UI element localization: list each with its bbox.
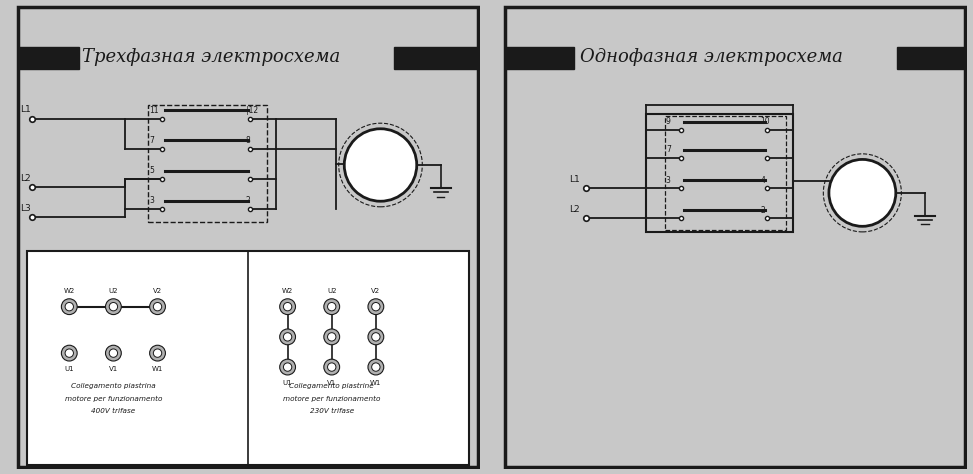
Text: W1: W1: [152, 366, 163, 372]
Text: W2: W2: [63, 288, 75, 294]
Text: 4: 4: [760, 175, 765, 184]
Bar: [148, 105, 267, 222]
Text: U1: U1: [283, 380, 293, 386]
Text: L3: L3: [19, 204, 30, 213]
Circle shape: [324, 329, 340, 345]
Circle shape: [154, 302, 162, 311]
Circle shape: [344, 129, 416, 201]
Circle shape: [372, 363, 380, 371]
Circle shape: [109, 349, 118, 357]
Text: 7: 7: [150, 136, 155, 145]
Text: 3: 3: [666, 175, 670, 184]
Text: U2: U2: [327, 288, 337, 294]
Text: M: M: [370, 147, 391, 165]
Text: V1: V1: [109, 366, 118, 372]
Bar: [646, 114, 793, 232]
Circle shape: [829, 159, 896, 226]
Text: L2: L2: [569, 205, 580, 214]
Bar: [897, 46, 964, 69]
Text: 3~: 3~: [373, 175, 388, 184]
Circle shape: [328, 363, 336, 371]
Bar: [665, 116, 786, 230]
Text: 7: 7: [666, 146, 670, 155]
Circle shape: [105, 299, 122, 315]
Text: 2: 2: [246, 196, 250, 205]
Text: Трехфазная электросхема: Трехфазная электросхема: [82, 48, 341, 66]
Text: 10: 10: [760, 118, 770, 127]
Circle shape: [328, 333, 336, 341]
Circle shape: [154, 349, 162, 357]
Circle shape: [372, 302, 380, 311]
Text: 3: 3: [150, 196, 155, 205]
Text: V1: V1: [327, 380, 337, 386]
Text: U1: U1: [64, 366, 74, 372]
Text: V2: V2: [153, 288, 162, 294]
Text: L2: L2: [19, 173, 30, 182]
Text: 11: 11: [150, 106, 160, 115]
Text: U2: U2: [109, 288, 118, 294]
Text: 230V trifase: 230V trifase: [309, 408, 354, 414]
Circle shape: [109, 302, 118, 311]
Text: motore per funzionamento: motore per funzionamento: [283, 395, 380, 401]
Bar: [505, 46, 574, 69]
Circle shape: [150, 299, 165, 315]
Text: 2: 2: [760, 206, 765, 215]
Circle shape: [279, 359, 296, 375]
Circle shape: [283, 333, 292, 341]
Text: Однофазная электросхема: Однофазная электросхема: [580, 48, 843, 66]
Text: motore per funzionamento: motore per funzionamento: [65, 395, 162, 401]
Circle shape: [368, 359, 383, 375]
Circle shape: [328, 302, 336, 311]
Text: V2: V2: [372, 288, 380, 294]
Text: 9: 9: [666, 118, 670, 127]
Text: |12: |12: [246, 106, 258, 115]
Circle shape: [279, 299, 296, 315]
Circle shape: [105, 345, 122, 361]
Circle shape: [368, 299, 383, 315]
Circle shape: [65, 349, 73, 357]
Text: W1: W1: [370, 380, 381, 386]
Text: M: M: [852, 177, 873, 195]
Circle shape: [279, 329, 296, 345]
Circle shape: [283, 363, 292, 371]
Circle shape: [368, 329, 383, 345]
Circle shape: [372, 333, 380, 341]
Bar: [18, 46, 79, 69]
Text: 5: 5: [150, 166, 155, 175]
Text: 8: 8: [246, 136, 250, 145]
Circle shape: [324, 359, 340, 375]
Text: 1~: 1~: [855, 201, 870, 210]
Circle shape: [61, 299, 77, 315]
Text: L1: L1: [19, 105, 30, 114]
Circle shape: [324, 299, 340, 315]
Text: L1: L1: [569, 174, 580, 183]
Text: Collegamento piastrine: Collegamento piastrine: [289, 383, 374, 389]
Bar: [27, 251, 469, 465]
Text: Collegamento piastrina: Collegamento piastrina: [71, 383, 156, 389]
Circle shape: [150, 345, 165, 361]
Circle shape: [65, 302, 73, 311]
Text: W2: W2: [282, 288, 293, 294]
Circle shape: [61, 345, 77, 361]
Text: 400V trifase: 400V trifase: [91, 408, 135, 414]
Bar: [394, 46, 478, 69]
Circle shape: [283, 302, 292, 311]
